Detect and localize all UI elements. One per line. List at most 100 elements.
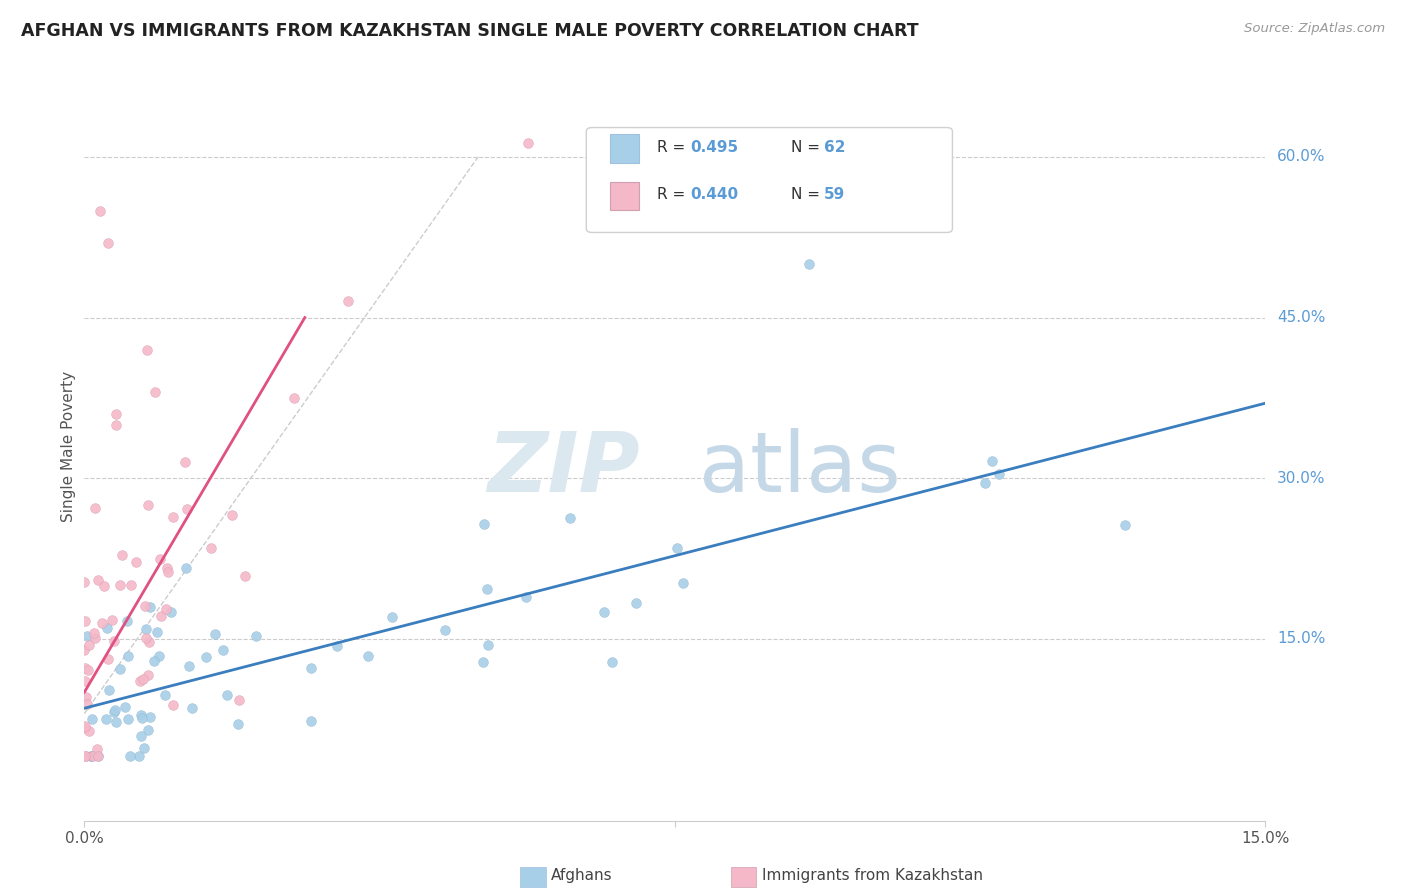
Point	[148, 648, 170, 663]
Point	[672, 575, 695, 590]
Text: 0.495: 0.495	[690, 140, 738, 155]
Point	[131, 711, 153, 725]
Point	[118, 749, 141, 764]
Point	[128, 749, 150, 764]
Point	[97, 235, 120, 250]
Point	[143, 385, 166, 400]
Point	[82, 749, 104, 764]
Point	[90, 615, 112, 630]
Point	[156, 561, 179, 575]
Point	[517, 136, 540, 150]
Text: Immigrants from Kazakhstan: Immigrants from Kazakhstan	[762, 868, 983, 882]
Point	[174, 561, 197, 575]
Point	[93, 579, 115, 593]
Point	[132, 741, 155, 756]
Point	[797, 257, 820, 271]
Point	[155, 601, 177, 615]
Point	[125, 555, 148, 569]
Point	[626, 596, 648, 610]
Point	[217, 688, 239, 702]
Point	[204, 626, 226, 640]
Point	[77, 663, 100, 677]
Point	[80, 712, 103, 726]
Point	[75, 721, 97, 735]
Point	[162, 698, 184, 712]
Point	[83, 631, 105, 645]
Point	[80, 749, 103, 764]
Point	[131, 729, 153, 743]
FancyBboxPatch shape	[586, 128, 952, 233]
Point	[139, 710, 162, 724]
Point	[87, 749, 110, 764]
FancyBboxPatch shape	[610, 181, 640, 210]
Point	[105, 714, 128, 729]
Point	[75, 673, 97, 688]
Point	[143, 655, 166, 669]
Point	[101, 613, 124, 627]
Point	[326, 639, 349, 653]
Point	[103, 633, 125, 648]
Point	[117, 712, 139, 726]
Point	[108, 662, 131, 676]
Point	[299, 661, 322, 675]
Point	[75, 749, 97, 764]
Point	[73, 661, 96, 675]
Point	[336, 294, 359, 309]
Point	[79, 638, 101, 652]
Point	[96, 621, 118, 635]
Text: 59: 59	[824, 187, 845, 202]
Point	[475, 582, 498, 596]
Point	[131, 672, 153, 686]
Point	[73, 575, 96, 590]
Point	[75, 749, 97, 764]
Point	[200, 541, 222, 556]
Point	[477, 638, 499, 652]
Point	[117, 649, 139, 664]
FancyBboxPatch shape	[610, 135, 640, 162]
Point	[103, 705, 125, 719]
Point	[515, 590, 537, 604]
Text: atlas: atlas	[699, 428, 900, 509]
Point	[301, 714, 323, 729]
Point	[136, 499, 159, 513]
Point	[433, 624, 456, 638]
Text: N =: N =	[790, 140, 824, 155]
Point	[472, 516, 495, 531]
Point	[76, 697, 98, 711]
Point	[149, 552, 172, 566]
Y-axis label: Single Male Poverty: Single Male Poverty	[60, 370, 76, 522]
Point	[174, 455, 197, 469]
Point	[108, 577, 131, 591]
Point	[77, 724, 100, 739]
Point	[98, 682, 121, 697]
Point	[180, 701, 202, 715]
Point	[87, 749, 110, 764]
Point	[211, 643, 233, 657]
Point	[472, 655, 495, 669]
Point	[139, 599, 162, 614]
Point	[560, 511, 582, 525]
Point	[83, 500, 105, 515]
Point	[228, 693, 250, 707]
Point	[356, 648, 378, 663]
Point	[97, 652, 120, 666]
Point	[129, 674, 152, 689]
Text: N =: N =	[790, 187, 824, 202]
Point	[136, 723, 159, 737]
Text: Afghans: Afghans	[551, 868, 613, 882]
Point	[177, 658, 200, 673]
Point	[94, 712, 117, 726]
Point	[980, 454, 1002, 468]
Text: R =: R =	[657, 140, 690, 155]
Point	[150, 609, 173, 624]
Point	[157, 565, 180, 579]
Point	[138, 635, 160, 649]
Text: ZIP: ZIP	[486, 428, 640, 509]
Point	[162, 510, 184, 524]
Point	[135, 631, 157, 645]
Point	[1114, 518, 1136, 533]
Point	[381, 610, 404, 624]
Point	[153, 688, 176, 702]
Point	[160, 605, 183, 619]
Text: R =: R =	[657, 187, 690, 202]
